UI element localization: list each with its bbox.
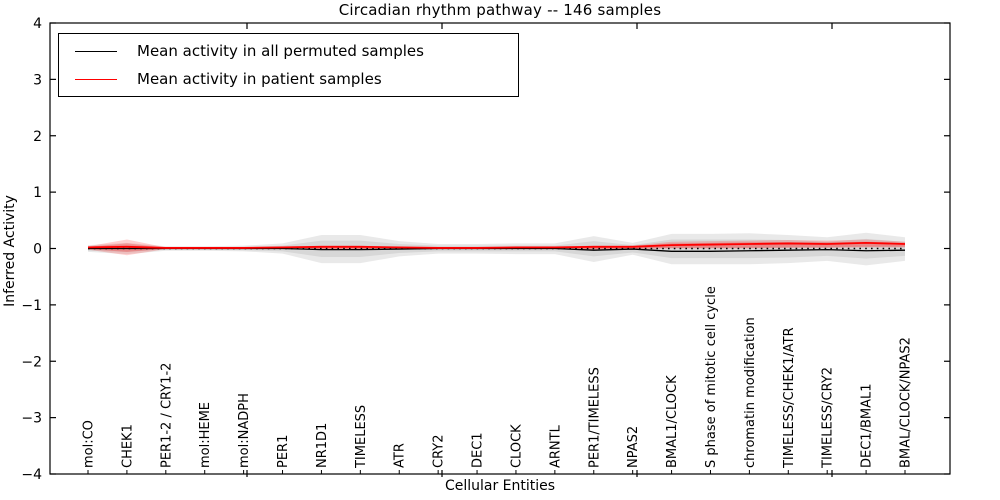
x-tick-label: CRY2 [432, 435, 447, 469]
x-tick-label: DEC1 [471, 432, 486, 468]
y-tick-label: −2 [21, 354, 42, 370]
x-tick-label: PER1 [276, 435, 291, 468]
legend: Mean activity in all permuted samples Me… [58, 33, 519, 97]
x-tick-label: TIMELESS/CHEK1/ATR [782, 327, 797, 469]
legend-label: Mean activity in all permuted samples [137, 42, 424, 60]
x-tick-label: ARNTL [548, 424, 563, 468]
y-tick-label: 1 [33, 185, 42, 201]
x-tick-label: CLOCK [509, 424, 524, 468]
x-tick-label: PER1-2 / CRY1-2 [159, 363, 174, 468]
x-axis-label: Cellular Entities [444, 478, 556, 494]
x-tick-label: TIMELESS [354, 405, 369, 469]
x-tick-label: BMAL1/CLOCK [665, 375, 680, 468]
y-tick-label: 3 [33, 72, 42, 88]
y-tick-label: −3 [21, 411, 42, 427]
legend-label: Mean activity in patient samples [137, 70, 382, 88]
red-line-sample-icon [75, 78, 117, 80]
x-tick-label: mol:CO [82, 420, 97, 468]
x-tick-label: NR1D1 [315, 423, 330, 468]
black-line-sample-icon [75, 50, 117, 52]
x-tick-label: mol:HEME [198, 402, 213, 468]
y-tick-label: −4 [21, 467, 42, 483]
x-tick-label: NPAS2 [626, 426, 641, 468]
x-tick-label: CHEK1 [120, 424, 135, 468]
y-tick-label: −1 [21, 298, 42, 314]
x-tick-label: S phase of mitotic cell cycle [704, 286, 719, 468]
x-tick-label: chromatin modification [743, 317, 758, 468]
patient-mean-line [87, 241, 906, 249]
x-tick-label: ATR [393, 443, 408, 468]
x-tick-label: DEC1/BMAL1 [860, 384, 875, 469]
y-tick-label: 4 [33, 16, 42, 32]
x-tick-label: mol:NADPH [237, 393, 252, 468]
x-tick-label: TIMELESS/CRY2 [821, 367, 836, 469]
y-tick-label: 0 [33, 242, 42, 258]
x-tick-label: BMAL/CLOCK/NPAS2 [899, 337, 914, 468]
legend-item-patient: Mean activity in patient samples [65, 66, 512, 92]
chart-title: Circadian rhythm pathway -- 146 samples [338, 1, 662, 19]
x-tick-label: PER1/TIMELESS [587, 367, 602, 468]
y-tick-label: 2 [33, 129, 42, 145]
legend-item-permuted: Mean activity in all permuted samples [65, 38, 512, 64]
